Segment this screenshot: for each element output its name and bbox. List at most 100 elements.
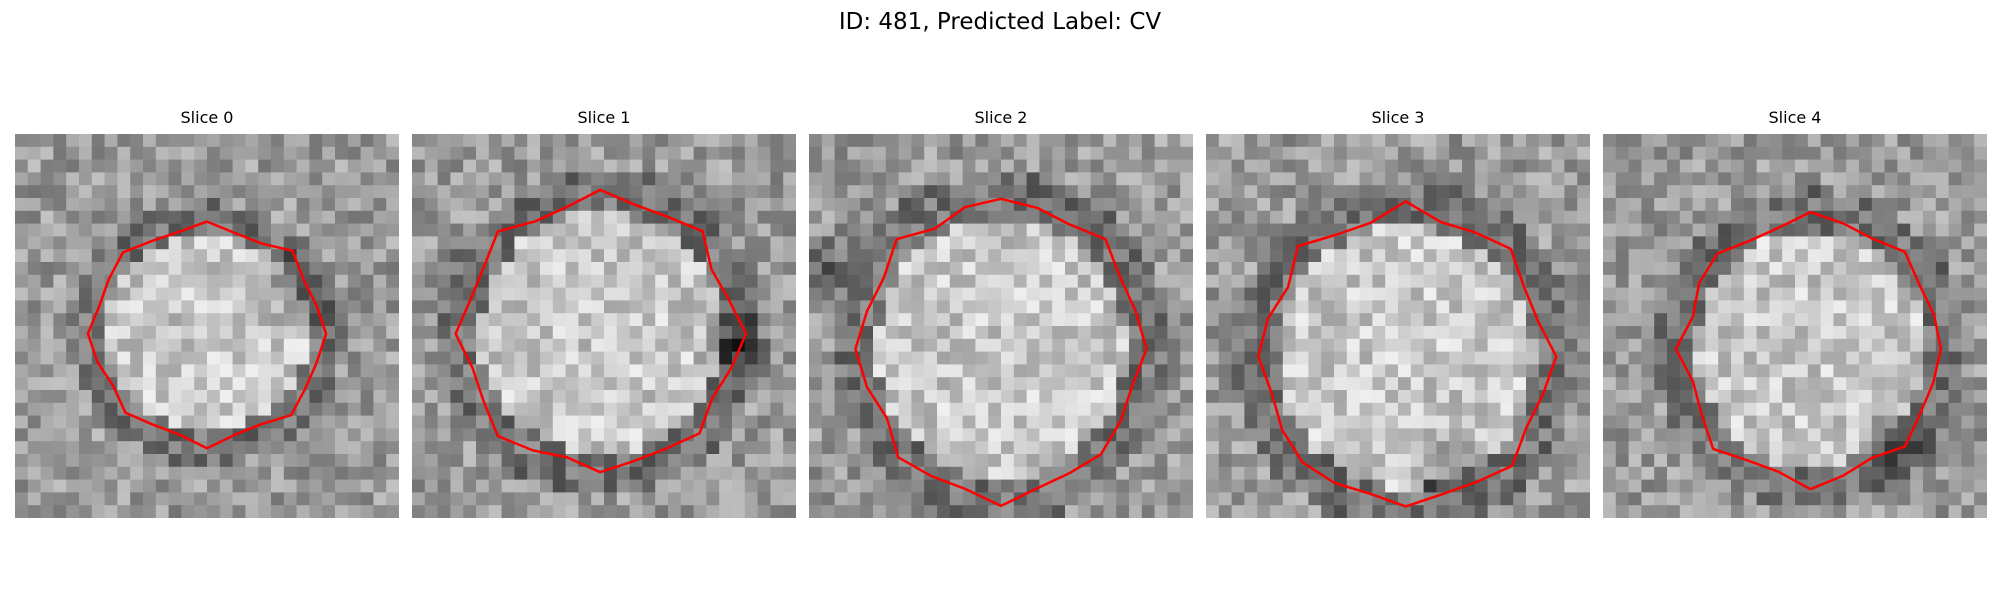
image-pixel (1218, 377, 1233, 391)
image-pixel (1231, 287, 1245, 301)
image-pixel (1679, 236, 1694, 250)
image-pixel (1551, 479, 1565, 493)
slice-title-4: Slice 4 (1768, 108, 1822, 127)
image-pixel (130, 364, 144, 378)
image-pixel (1731, 249, 1745, 263)
image-pixel (1065, 402, 1079, 417)
image-pixel (809, 505, 823, 518)
image-pixel (885, 338, 900, 353)
image-pixel (1270, 249, 1284, 263)
image-pixel (1628, 505, 1642, 518)
image-pixel (1410, 428, 1425, 442)
image-pixel (117, 415, 131, 429)
image-pixel (53, 454, 67, 468)
image-pixel (1474, 428, 1489, 442)
image-pixel (693, 338, 707, 353)
image-pixel (680, 300, 695, 314)
image-pixel (770, 415, 784, 429)
image-pixel (1244, 326, 1258, 340)
image-pixel (565, 172, 579, 186)
image-pixel (1897, 262, 1911, 276)
figure-title: ID: 481, Predicted Label: CV (838, 9, 1162, 35)
image-pixel (1359, 402, 1373, 417)
image-pixel (1718, 262, 1732, 276)
image-pixel (604, 377, 618, 391)
image-pixel (66, 415, 80, 429)
image-pixel (1039, 505, 1053, 518)
image-pixel (207, 326, 221, 340)
image-pixel (40, 351, 54, 365)
image-pixel (1859, 146, 1873, 161)
image-pixel (1154, 390, 1168, 404)
image-pixel (1628, 236, 1642, 250)
image-pixel (360, 390, 374, 404)
image-pixel (1423, 223, 1437, 237)
image-pixel (104, 338, 118, 353)
image-pixel (1129, 198, 1143, 212)
image-pixel (783, 185, 796, 199)
image-pixel (1807, 338, 1822, 353)
image-pixel (1871, 351, 1886, 365)
image-pixel (1231, 198, 1245, 212)
image-pixel (540, 274, 554, 289)
image-pixel (207, 466, 221, 481)
image-pixel (616, 351, 631, 365)
image-pixel (988, 249, 1002, 263)
image-pixel (732, 210, 746, 225)
image-pixel (501, 466, 515, 481)
image-pixel (360, 185, 374, 199)
image-pixel (258, 300, 272, 314)
image-pixel (412, 402, 426, 417)
image-pixel (1526, 390, 1540, 404)
image-pixel (1398, 479, 1412, 493)
image-pixel (1039, 159, 1053, 173)
image-pixel (975, 402, 989, 417)
image-pixel (1206, 172, 1220, 186)
image-pixel (1628, 287, 1642, 301)
image-pixel (1065, 479, 1079, 493)
image-pixel (1052, 505, 1066, 518)
image-pixel (1090, 415, 1104, 429)
image-pixel (924, 172, 938, 186)
image-pixel (1564, 236, 1578, 250)
image-pixel (885, 466, 900, 481)
image-pixel (1001, 249, 1015, 263)
image-pixel (1052, 313, 1066, 327)
image-pixel (296, 172, 310, 186)
image-pixel (1961, 274, 1975, 289)
image-pixel (117, 505, 131, 518)
image-pixel (347, 364, 362, 378)
image-pixel (40, 249, 54, 263)
image-pixel (668, 198, 682, 212)
image-pixel (271, 479, 285, 493)
image-pixel (1628, 146, 1642, 161)
image-pixel (1654, 210, 1668, 225)
image-pixel (540, 159, 554, 173)
image-pixel (360, 274, 374, 289)
image-pixel (1897, 466, 1911, 481)
image-pixel (668, 377, 682, 391)
image-pixel (1538, 300, 1553, 314)
image-pixel (347, 441, 362, 455)
image-pixel (1641, 505, 1655, 518)
image-pixel (1846, 454, 1860, 468)
image-pixel (821, 479, 836, 493)
image-pixel (283, 223, 298, 237)
image-pixel (1769, 402, 1783, 417)
image-pixel (437, 492, 451, 506)
image-pixel (1974, 300, 1987, 314)
image-pixel (1859, 415, 1873, 429)
image-pixel (168, 185, 182, 199)
image-pixel (1410, 198, 1425, 212)
image-pixel (616, 441, 631, 455)
image-pixel (283, 300, 298, 314)
image-pixel (232, 274, 246, 289)
image-pixel (1807, 402, 1822, 417)
image-pixel (181, 492, 195, 506)
image-pixel (168, 159, 182, 173)
image-pixel (1116, 262, 1130, 276)
image-pixel (1359, 159, 1373, 173)
image-pixel (1769, 441, 1783, 455)
image-pixel (476, 223, 490, 237)
image-pixel (1308, 505, 1322, 518)
